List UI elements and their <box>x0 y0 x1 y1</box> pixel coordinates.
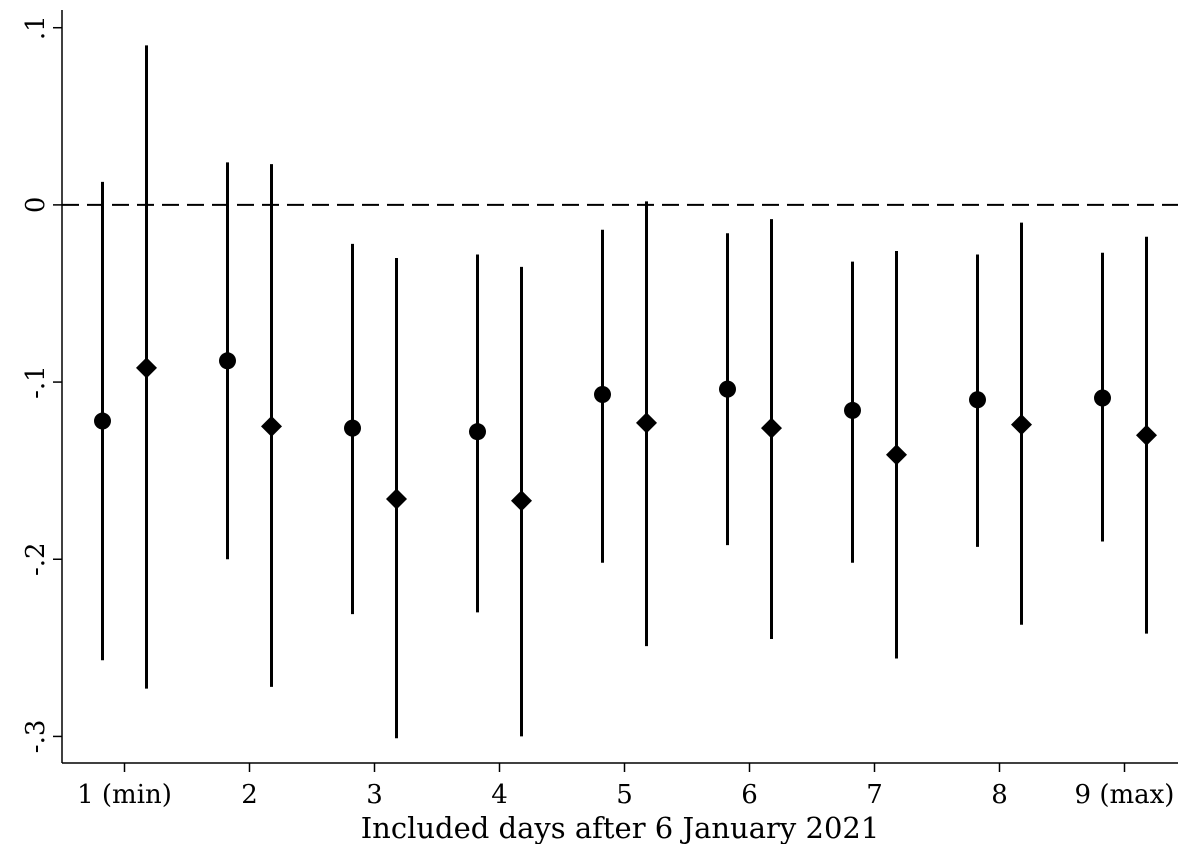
point-circle-marker <box>969 391 986 409</box>
point-diamond-marker <box>136 357 157 379</box>
x-tick-label: 2 <box>241 780 258 810</box>
point-circle-marker <box>94 412 111 430</box>
point-diamond-marker <box>261 415 282 437</box>
y-tick-label: .1 <box>21 15 51 40</box>
point-diamond-marker <box>511 490 532 512</box>
point-diamond-marker <box>636 412 657 434</box>
point-diamond-marker <box>1011 414 1032 436</box>
point-diamond-marker <box>1136 424 1157 446</box>
x-tick-label: 4 <box>491 780 508 810</box>
x-tick-label: 1 (min) <box>77 780 172 810</box>
point-diamond-marker <box>386 488 407 510</box>
point-circle-marker <box>719 380 736 398</box>
x-axis-title: Included days after 6 January 2021 <box>361 811 880 844</box>
point-circle-marker <box>594 385 611 403</box>
point-circle-marker <box>469 423 486 441</box>
plot-area <box>62 45 1178 739</box>
y-tick-label: -.3 <box>21 720 51 754</box>
point-circle-marker <box>344 419 361 437</box>
x-tick-label: 7 <box>866 780 883 810</box>
axes: .1 0 -.1 -.2 -.3 1 (min) 2 3 4 5 6 7 8 9 (max) <box>21 10 1178 810</box>
point-diamond-marker <box>761 417 782 439</box>
point-circle-marker <box>844 401 861 419</box>
x-tick-label: 9 (max) <box>1075 780 1175 810</box>
x-tick-label: 5 <box>616 780 633 810</box>
y-tick-label: -.2 <box>21 542 51 576</box>
y-tick-label: -.1 <box>21 365 51 399</box>
x-tick-label: 3 <box>366 780 383 810</box>
point-circle-marker <box>1094 389 1111 407</box>
point-circle-marker <box>219 352 236 370</box>
y-tick-label: 0 <box>21 197 51 214</box>
x-tick-label: 6 <box>741 780 758 810</box>
point-diamond-marker <box>886 444 907 466</box>
x-tick-label: 8 <box>991 780 1008 810</box>
